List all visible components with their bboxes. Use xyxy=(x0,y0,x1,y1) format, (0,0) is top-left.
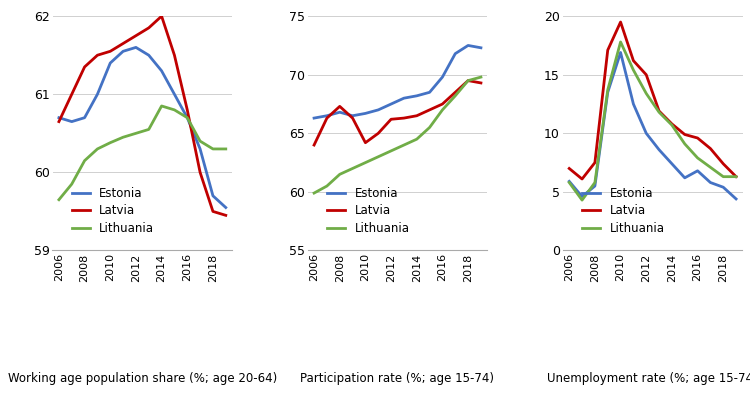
Text: Unemployment rate (%; age 15-74): Unemployment rate (%; age 15-74) xyxy=(548,372,750,385)
Legend: Estonia, Latvia, Lithuania: Estonia, Latvia, Lithuania xyxy=(68,182,159,240)
Legend: Estonia, Latvia, Lithuania: Estonia, Latvia, Lithuania xyxy=(322,182,414,240)
Legend: Estonia, Latvia, Lithuania: Estonia, Latvia, Lithuania xyxy=(578,182,669,240)
Text: Working age population share (%; age 20-64): Working age population share (%; age 20-… xyxy=(8,372,277,385)
Text: Participation rate (%; age 15-74): Participation rate (%; age 15-74) xyxy=(301,372,494,385)
